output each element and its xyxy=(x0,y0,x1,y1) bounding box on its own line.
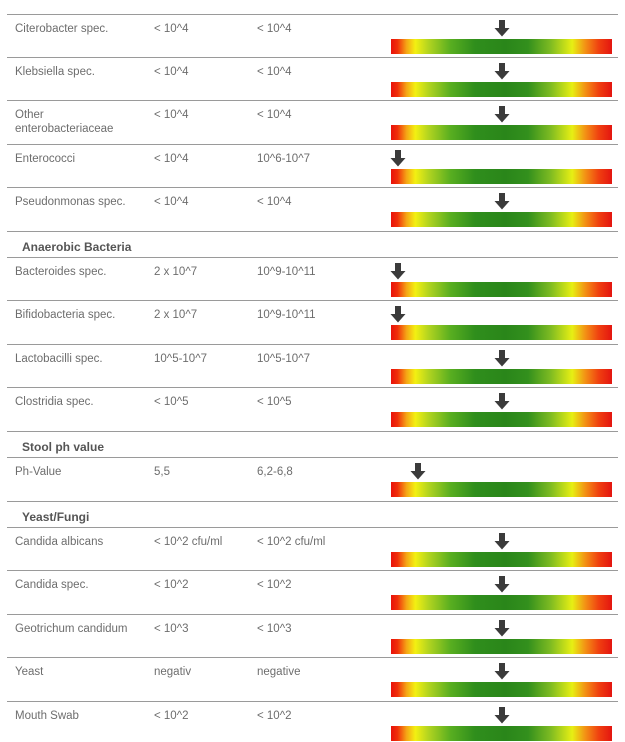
level-arrow-down-icon xyxy=(494,533,509,550)
reference-range: 10^9-10^11 xyxy=(257,309,316,321)
measured-value: 2 x 10^7 xyxy=(154,309,198,321)
level-arrow-down-icon xyxy=(390,263,406,280)
measured-value: < 10^3 xyxy=(154,623,189,635)
parameter-name: Geotrichum candidum xyxy=(15,623,128,635)
level-arrow-down-icon xyxy=(494,106,509,123)
level-arrow-down-icon xyxy=(494,707,509,724)
measured-value: < 10^4 xyxy=(154,153,189,165)
table-row: Enterococci < 10^4 10^6-10^7 xyxy=(7,145,618,188)
level-gradient-bar xyxy=(391,682,612,697)
reference-range: < 10^2 xyxy=(257,710,292,722)
parameter-name: Bacteroides spec. xyxy=(15,266,107,278)
table-row: Candida spec. < 10^2 < 10^2 xyxy=(7,571,618,615)
level-gradient-bar xyxy=(391,125,612,140)
measured-value: 2 x 10^7 xyxy=(154,266,198,278)
parameter-name: Candida spec. xyxy=(15,579,89,591)
reference-range: < 10^2 xyxy=(257,579,292,591)
level-arrow-down-icon xyxy=(494,393,509,410)
table-row: Pseudonmonas spec. < 10^4 < 10^4 xyxy=(7,188,618,232)
table-row: Klebsiella spec. < 10^4 < 10^4 xyxy=(7,58,618,101)
table-row: Citerobacter spec. < 10^4 < 10^4 xyxy=(7,15,618,58)
reference-range: 10^6-10^7 xyxy=(257,153,310,165)
measured-value: < 10^2 cfu/ml xyxy=(154,536,223,548)
section-title: Stool ph value xyxy=(22,440,105,454)
section-header-row: Anaerobic Bacteria xyxy=(7,232,618,258)
level-arrow-down-icon xyxy=(410,463,426,480)
level-arrow-down-icon xyxy=(494,576,509,593)
section-header-row: Stool ph value xyxy=(7,432,618,458)
measured-value: < 10^4 xyxy=(154,196,189,208)
measured-value: < 10^2 xyxy=(154,579,189,591)
level-gradient-bar xyxy=(391,639,612,654)
measured-value: < 10^2 xyxy=(154,710,189,722)
reference-range: < 10^4 xyxy=(257,23,292,35)
level-gradient-bar xyxy=(391,412,612,427)
table-row: Ph-Value 5,5 6,2-6,8 xyxy=(7,458,618,502)
section-title: Anaerobic Bacteria xyxy=(22,240,132,254)
table-row: Geotrichum candidum < 10^3 < 10^3 xyxy=(7,615,618,658)
reference-range: < 10^4 xyxy=(257,196,292,208)
level-gradient-bar xyxy=(391,82,612,97)
parameter-name: Enterococci xyxy=(15,153,76,165)
level-arrow-down-icon xyxy=(494,193,509,210)
level-gradient-bar xyxy=(391,595,612,610)
section-header-row: Yeast/Fungi xyxy=(7,502,618,528)
reference-range: 10^5-10^7 xyxy=(257,353,310,365)
measured-value: < 10^5 xyxy=(154,396,189,408)
level-gradient-bar xyxy=(391,325,612,340)
reference-range: 10^9-10^11 xyxy=(257,266,316,278)
measured-value: < 10^4 xyxy=(154,23,189,35)
measured-value: negativ xyxy=(154,666,192,678)
parameter-name: Other enterobacteriaceae xyxy=(15,109,114,135)
parameter-name: Yeast xyxy=(15,666,44,678)
parameter-name: Bifidobacteria spec. xyxy=(15,309,116,321)
reference-range: < 10^3 xyxy=(257,623,292,635)
level-gradient-bar xyxy=(391,39,612,54)
table-row: Lactobacilli spec. 10^5-10^7 10^5-10^7 xyxy=(7,345,618,388)
level-arrow-down-icon xyxy=(494,663,509,680)
level-gradient-bar xyxy=(391,482,612,497)
reference-range: < 10^5 xyxy=(257,396,292,408)
table-row: Clostridia spec. < 10^5 < 10^5 xyxy=(7,388,618,432)
parameter-name: Klebsiella spec. xyxy=(15,66,95,78)
measured-value: < 10^4 xyxy=(154,66,189,78)
level-arrow-down-icon xyxy=(494,350,509,367)
reference-range: < 10^2 cfu/ml xyxy=(257,536,326,548)
parameter-name: Pseudonmonas spec. xyxy=(15,196,126,208)
reference-range: < 10^4 xyxy=(257,66,292,78)
level-arrow-down-icon xyxy=(494,620,509,637)
parameter-name: Clostridia spec. xyxy=(15,396,94,408)
level-arrow-down-icon xyxy=(494,20,509,37)
reference-range: negative xyxy=(257,666,301,678)
level-arrow-down-icon xyxy=(390,306,406,323)
level-arrow-down-icon xyxy=(494,63,509,80)
table-row: Mouth Swab < 10^2 < 10^2 xyxy=(7,702,618,742)
level-arrow-down-icon xyxy=(390,150,406,167)
level-gradient-bar xyxy=(391,212,612,227)
parameter-name: Citerobacter spec. xyxy=(15,23,109,35)
level-gradient-bar xyxy=(391,369,612,384)
measured-value: < 10^4 xyxy=(154,109,189,121)
section-title: Yeast/Fungi xyxy=(22,510,90,524)
parameter-name: Candida albicans xyxy=(15,536,104,548)
table-row: Candida albicans < 10^2 cfu/ml < 10^2 cfu/… xyxy=(7,528,618,571)
level-gradient-bar xyxy=(391,552,612,567)
level-gradient-bar xyxy=(391,726,612,741)
table-top-divider xyxy=(7,14,618,15)
reference-range: 6,2-6,8 xyxy=(257,466,293,478)
table-row: Other enterobacteriaceae < 10^4 < 10^4 xyxy=(7,101,618,145)
parameter-name: Mouth Swab xyxy=(15,710,79,722)
table-row: Yeast negativ negative xyxy=(7,658,618,702)
level-gradient-bar xyxy=(391,282,612,297)
level-gradient-bar xyxy=(391,169,612,184)
measured-value: 5,5 xyxy=(154,466,170,478)
measured-value: 10^5-10^7 xyxy=(154,353,207,365)
table-row: Bifidobacteria spec. 2 x 10^7 10^9-10^11 xyxy=(7,301,618,345)
parameter-name: Lactobacilli spec. xyxy=(15,353,103,365)
table-row: Bacteroides spec. 2 x 10^7 10^9-10^11 xyxy=(7,258,618,301)
parameter-name: Ph-Value xyxy=(15,466,62,478)
reference-range: < 10^4 xyxy=(257,109,292,121)
